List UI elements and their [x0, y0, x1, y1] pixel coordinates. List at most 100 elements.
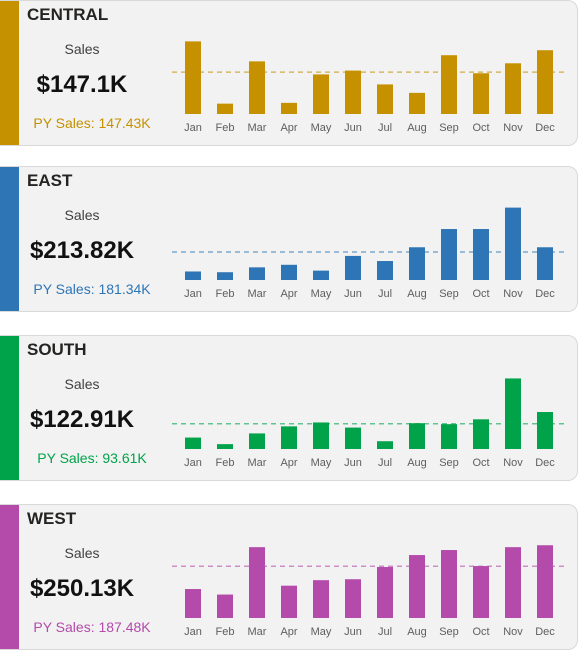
- tick-label-jun: Jun: [344, 626, 362, 638]
- bar-feb[interactable]: [217, 444, 233, 449]
- bar-oct[interactable]: [473, 229, 489, 280]
- kpi-label: Sales: [64, 41, 100, 57]
- tick-label-apr: Apr: [280, 122, 297, 134]
- bar-aug[interactable]: [409, 92, 425, 114]
- accent-bar: [0, 167, 19, 311]
- tick-label-mar: Mar: [248, 288, 267, 300]
- region-title: SOUTH: [27, 340, 87, 359]
- bar-sep[interactable]: [441, 55, 457, 114]
- bar-aug[interactable]: [409, 247, 425, 280]
- card-east: EAST Sales $213.82K PY Sales: 181.34K Jan Feb…: [0, 166, 578, 312]
- bar-apr[interactable]: [281, 264, 297, 280]
- tick-label-nov: Nov: [503, 122, 523, 134]
- bar-may[interactable]: [313, 580, 329, 618]
- tick-label-sep: Sep: [439, 288, 459, 300]
- bar-may[interactable]: [313, 270, 329, 280]
- tick-label-jun: Jun: [344, 457, 362, 469]
- bar-jun[interactable]: [345, 579, 361, 618]
- tick-label-sep: Sep: [439, 626, 459, 638]
- bar-mar[interactable]: [249, 61, 265, 114]
- tick-label-aug: Aug: [407, 626, 427, 638]
- kpi-value: $147.1K: [36, 71, 128, 98]
- tick-label-jun: Jun: [344, 288, 362, 300]
- kpi-value: $250.13K: [29, 575, 135, 602]
- tick-label-mar: Mar: [248, 457, 267, 469]
- tick-label-oct: Oct: [472, 626, 489, 638]
- bar-jan[interactable]: [185, 41, 201, 114]
- tick-label-oct: Oct: [472, 122, 489, 134]
- tick-label-dec: Dec: [535, 122, 555, 134]
- bar-jan[interactable]: [185, 589, 201, 618]
- tick-label-apr: Apr: [280, 288, 297, 300]
- bar-feb[interactable]: [217, 103, 233, 114]
- bar-jun[interactable]: [345, 427, 361, 449]
- tick-label-jul: Jul: [378, 288, 392, 300]
- py-sales: PY Sales: 93.61K: [37, 450, 147, 466]
- tick-label-dec: Dec: [535, 626, 555, 638]
- tick-label-dec: Dec: [535, 288, 555, 300]
- tick-label-mar: Mar: [248, 626, 267, 638]
- bar-oct[interactable]: [473, 73, 489, 114]
- tick-label-jan: Jan: [184, 288, 202, 300]
- card-south: SOUTH Sales $122.91K PY Sales: 93.61K Jan Feb…: [0, 335, 578, 481]
- bar-jul[interactable]: [377, 84, 393, 114]
- py-sales: PY Sales: 181.34K: [33, 281, 151, 297]
- bar-jun[interactable]: [345, 70, 361, 114]
- tick-label-jul: Jul: [378, 122, 392, 134]
- bar-jun[interactable]: [345, 255, 361, 280]
- bar-sep[interactable]: [441, 424, 457, 449]
- bar-jul[interactable]: [377, 567, 393, 618]
- bar-mar[interactable]: [249, 547, 265, 618]
- tick-label-feb: Feb: [216, 288, 235, 300]
- bar-chart: Jan Feb Mar Apr May Jun Jul Aug Sep Oct Nov Dec: [172, 545, 568, 638]
- bar-dec[interactable]: [537, 50, 553, 114]
- bar-oct[interactable]: [473, 566, 489, 618]
- bar-chart: Jan Feb Mar Apr May Jun Jul Aug Sep Oct Nov Dec: [172, 41, 568, 134]
- bar-aug[interactable]: [409, 423, 425, 449]
- bar-nov[interactable]: [505, 63, 521, 114]
- bar-mar[interactable]: [249, 433, 265, 449]
- bar-may[interactable]: [313, 422, 329, 449]
- kpi-label: Sales: [64, 545, 100, 561]
- accent-bar: [0, 1, 19, 145]
- tick-label-apr: Apr: [280, 457, 297, 469]
- tick-label-jan: Jan: [184, 626, 202, 638]
- bar-aug[interactable]: [409, 555, 425, 618]
- bar-nov[interactable]: [505, 207, 521, 280]
- tick-label-dec: Dec: [535, 457, 555, 469]
- tick-label-sep: Sep: [439, 122, 459, 134]
- tick-label-nov: Nov: [503, 457, 523, 469]
- bar-jan[interactable]: [185, 437, 201, 449]
- tick-label-feb: Feb: [216, 122, 235, 134]
- bar-apr[interactable]: [281, 102, 297, 114]
- bar-feb[interactable]: [217, 272, 233, 280]
- bar-apr[interactable]: [281, 585, 297, 618]
- bar-jan[interactable]: [185, 271, 201, 280]
- bar-nov[interactable]: [505, 378, 521, 449]
- bar-dec[interactable]: [537, 412, 553, 449]
- bar-jul[interactable]: [377, 261, 393, 280]
- bar-dec[interactable]: [537, 247, 553, 280]
- bar-oct[interactable]: [473, 419, 489, 449]
- bar-nov[interactable]: [505, 547, 521, 618]
- card-west: WEST Sales $250.13K PY Sales: 187.48K Jan Feb…: [0, 504, 578, 650]
- tick-label-oct: Oct: [472, 457, 489, 469]
- bar-feb[interactable]: [217, 594, 233, 618]
- bar-chart: Jan Feb Mar Apr May Jun Jul Aug Sep Oct Nov Dec: [172, 207, 568, 300]
- tick-label-may: May: [311, 457, 332, 469]
- tick-label-jul: Jul: [378, 457, 392, 469]
- bar-dec[interactable]: [537, 545, 553, 618]
- bar-sep[interactable]: [441, 550, 457, 618]
- bar-may[interactable]: [313, 74, 329, 114]
- bar-apr[interactable]: [281, 426, 297, 449]
- tick-label-aug: Aug: [407, 457, 427, 469]
- region-title: EAST: [27, 171, 73, 190]
- bar-chart: Jan Feb Mar Apr May Jun Jul Aug Sep Oct Nov Dec: [172, 378, 568, 469]
- bar-mar[interactable]: [249, 267, 265, 280]
- accent-bar: [0, 336, 19, 480]
- bar-jul[interactable]: [377, 441, 393, 449]
- tick-label-may: May: [311, 122, 332, 134]
- bar-sep[interactable]: [441, 229, 457, 280]
- accent-bar: [0, 505, 19, 649]
- py-sales: PY Sales: 147.43K: [33, 115, 151, 131]
